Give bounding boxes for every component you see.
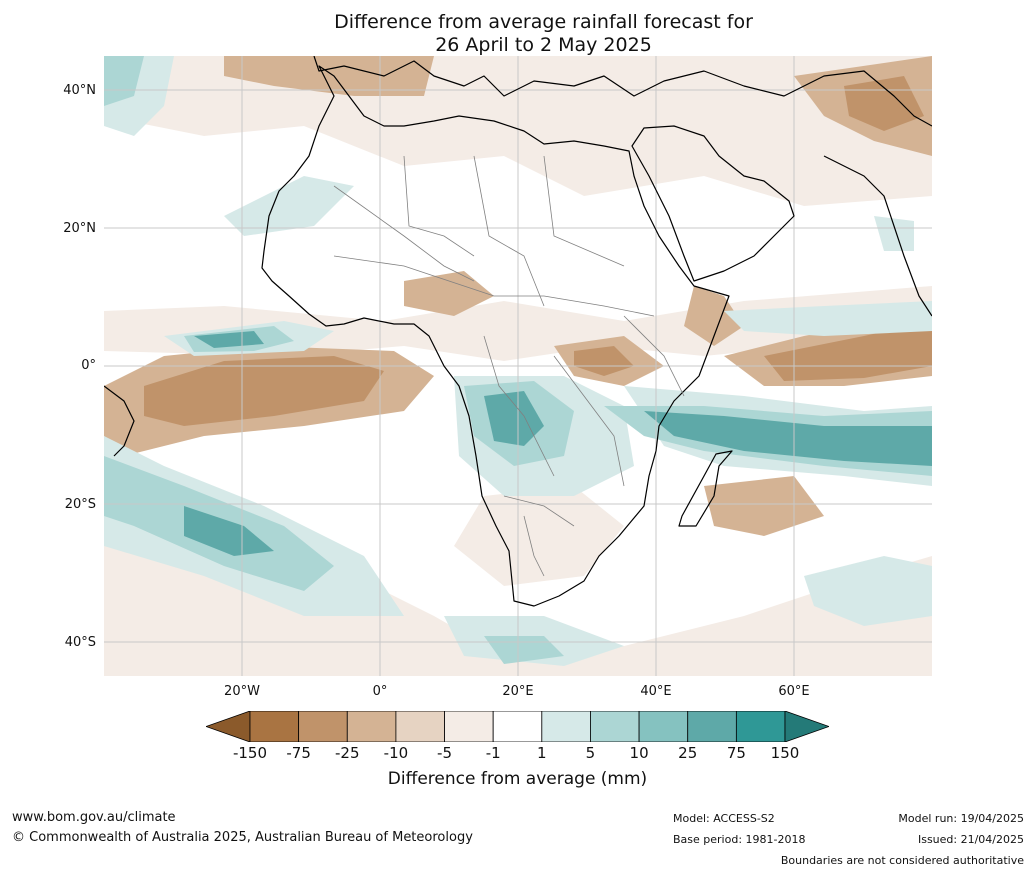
lon-label-60e: 60°E xyxy=(778,684,810,699)
footer-base-period: Base period: 1981-2018 xyxy=(673,833,806,846)
colorbar-cell xyxy=(395,711,445,742)
lon-label-40e: 40°E xyxy=(640,684,672,699)
colorbar-tick-label: -1 xyxy=(485,744,501,762)
map-title-line1: Difference from average rainfall forecas… xyxy=(334,11,753,33)
lon-label-0: 0° xyxy=(372,684,388,699)
colorbar xyxy=(206,711,829,742)
rainfall-anomaly-map xyxy=(104,56,932,676)
colorbar-caption: Difference from average (mm) xyxy=(387,769,648,789)
map-title-line2: 26 April to 2 May 2025 xyxy=(435,34,652,56)
lat-label-40s: 40°S xyxy=(64,635,96,650)
colorbar-cell xyxy=(687,711,737,742)
colorbar-cell xyxy=(638,711,689,742)
colorbar-tick-label: 1 xyxy=(537,744,547,762)
country-borders xyxy=(333,155,685,577)
colorbar-tick-label: -10 xyxy=(383,744,409,762)
lon-label-20w: 20°W xyxy=(224,684,260,699)
colorbar-cell xyxy=(541,711,591,742)
colorbar-cell xyxy=(346,711,397,742)
colorbar-cell xyxy=(298,711,348,742)
colorbar-tick-label: 75 xyxy=(726,744,746,762)
colorbar-tick-label: 25 xyxy=(678,744,698,762)
colorbar-tick-label: 150 xyxy=(770,744,800,762)
graticule xyxy=(104,56,932,676)
footer-disclaimer: Boundaries are not considered authoritat… xyxy=(780,854,1024,867)
lon-label-20e: 20°E xyxy=(502,684,534,699)
footer-model: Model: ACCESS-S2 xyxy=(673,812,775,825)
lat-label-40n: 40°N xyxy=(63,83,96,98)
lat-label-0: 0° xyxy=(81,358,96,373)
anomaly-fill-dark-teal xyxy=(184,331,932,556)
lat-label-20s: 20°S xyxy=(64,497,96,512)
colorbar-cell xyxy=(444,711,494,742)
colorbar-tick-label: 5 xyxy=(585,744,596,762)
coastlines xyxy=(104,56,932,607)
lat-label-20n: 20°N xyxy=(63,221,96,236)
colorbar-tick-label: -25 xyxy=(335,744,360,762)
colorbar-cell xyxy=(735,711,786,742)
footer-model-run: Model run: 19/04/2025 xyxy=(898,812,1024,825)
colorbar-extend-high xyxy=(784,711,829,742)
footer-issued: Issued: 21/04/2025 xyxy=(917,833,1024,846)
colorbar-cell xyxy=(249,711,300,742)
footer-copyright: © Commonwealth of Australia 2025, Austra… xyxy=(12,830,473,845)
footer-website: www.bom.gov.au/climate xyxy=(12,810,176,825)
colorbar-extend-low xyxy=(206,711,251,742)
colorbar-tick-label: -75 xyxy=(286,744,311,762)
colorbar-cell xyxy=(492,711,543,742)
colorbar-tick-label: -150 xyxy=(232,744,268,762)
colorbar-tick-label: -5 xyxy=(437,744,453,762)
colorbar-cell xyxy=(590,711,640,742)
map-canvas xyxy=(104,56,932,676)
colorbar-tick-label: 10 xyxy=(629,744,649,762)
